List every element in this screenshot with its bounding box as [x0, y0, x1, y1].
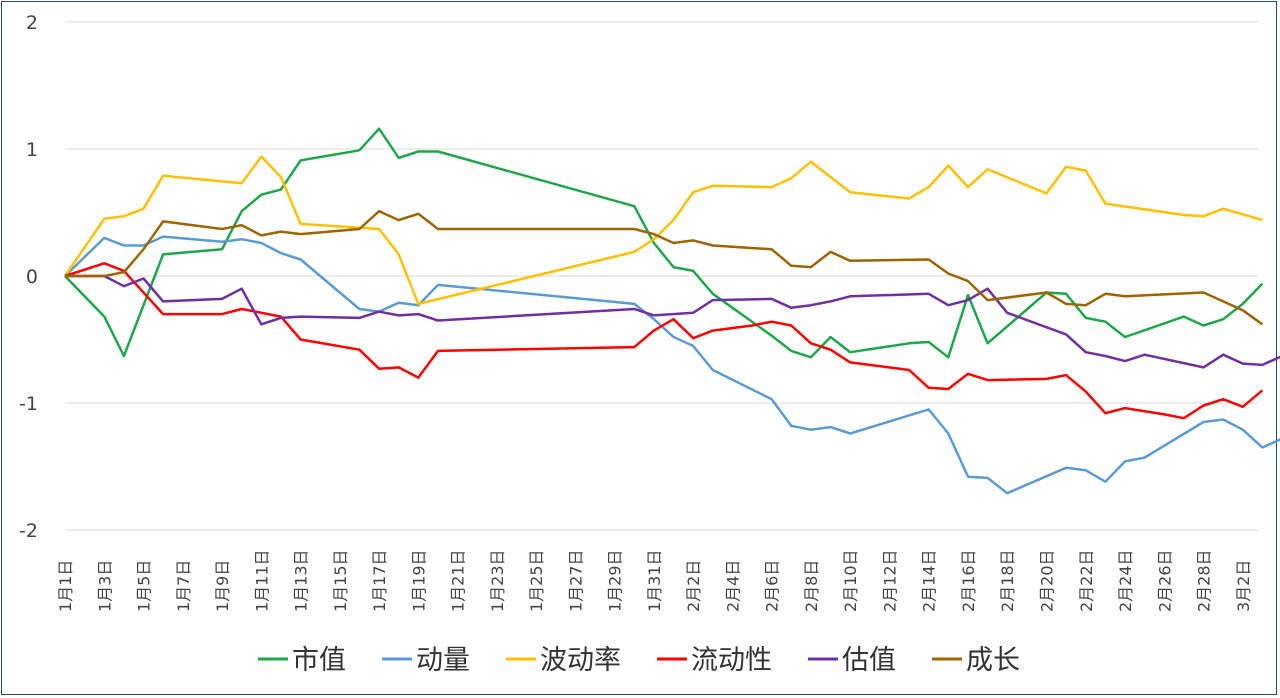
y-tick-label: 0	[26, 266, 38, 288]
legend-item: 估值	[808, 645, 896, 676]
x-tick-label: 1月5日	[135, 560, 154, 612]
legend-item: 成长	[932, 645, 1020, 676]
x-tick-label: 2月2日	[684, 560, 703, 612]
legend: 市值 动量 波动率 流动性 估值 成长	[258, 645, 1020, 676]
x-tick-label: 2月4日	[723, 560, 742, 612]
legend-label: 成长	[966, 645, 1020, 676]
x-tick-label: 1月31日	[645, 549, 664, 612]
legend-item: 动量	[382, 645, 470, 676]
gridlines	[65, 21, 1258, 531]
x-tick-label: 1月13日	[292, 549, 311, 612]
x-tick-label: 1月7日	[174, 560, 193, 612]
x-tick-label: 1月1日	[56, 560, 75, 612]
x-tick-label: 1月9日	[213, 560, 232, 612]
x-tick-label: 2月26日	[1155, 549, 1174, 612]
legend-item: 市值	[258, 645, 346, 676]
x-tick-label: 2月18日	[998, 549, 1017, 612]
x-tick-label: 1月21日	[449, 549, 468, 612]
legend-label: 动量	[416, 645, 470, 676]
x-tick-label: 1月23日	[488, 549, 507, 612]
series-line	[65, 274, 1280, 369]
x-tick-label: 2月24日	[1116, 549, 1135, 612]
x-tick-label: 2月28日	[1195, 549, 1214, 612]
x-axis-ticks: 1月1日 1月3日 1月5日 1月7日 1月9日 1月11日 1月13日 1月15日 1月17日…	[56, 549, 1253, 612]
x-tick-label: 1月27日	[566, 549, 585, 612]
y-axis-ticks: 2 1 0 -1 -2	[19, 12, 38, 542]
x-tick-label: 2月8日	[802, 560, 821, 612]
x-tick-label: 3月2日	[1234, 560, 1253, 612]
x-tick-label: 1月29日	[606, 549, 625, 612]
series-line	[63, 155, 1263, 306]
x-tick-label: 2月10日	[841, 549, 860, 612]
y-tick-label: -2	[19, 520, 38, 542]
legend-item: 流动性	[657, 645, 772, 676]
legend-item: 波动率	[506, 645, 621, 676]
x-tick-label: 1月11日	[252, 549, 271, 612]
x-tick-label: 1月3日	[95, 560, 114, 612]
series-line	[64, 235, 1280, 495]
x-tick-label: 2月20日	[1038, 549, 1057, 612]
x-tick-label: 1月15日	[331, 549, 350, 612]
x-tick-label: 2月12日	[880, 549, 899, 612]
x-tick-label: 2月14日	[920, 549, 939, 612]
legend-label: 市值	[292, 645, 346, 676]
x-tick-label: 1月25日	[527, 549, 546, 612]
x-tick-label: 1月19日	[409, 549, 428, 612]
x-tick-label: 2月6日	[763, 560, 782, 612]
y-tick-label: -1	[19, 393, 38, 415]
y-tick-label: 2	[26, 12, 38, 34]
x-tick-label: 2月16日	[959, 549, 978, 612]
legend-label: 流动性	[691, 645, 772, 676]
x-tick-label: 2月22日	[1077, 549, 1096, 612]
x-tick-label: 1月17日	[370, 549, 389, 612]
series-line	[65, 209, 1264, 326]
y-tick-label: 1	[26, 139, 38, 161]
series-lines	[63, 127, 1280, 495]
series-line	[64, 127, 1264, 359]
series-line	[64, 262, 1264, 420]
legend-label: 波动率	[540, 645, 621, 676]
legend-label: 估值	[842, 645, 896, 676]
